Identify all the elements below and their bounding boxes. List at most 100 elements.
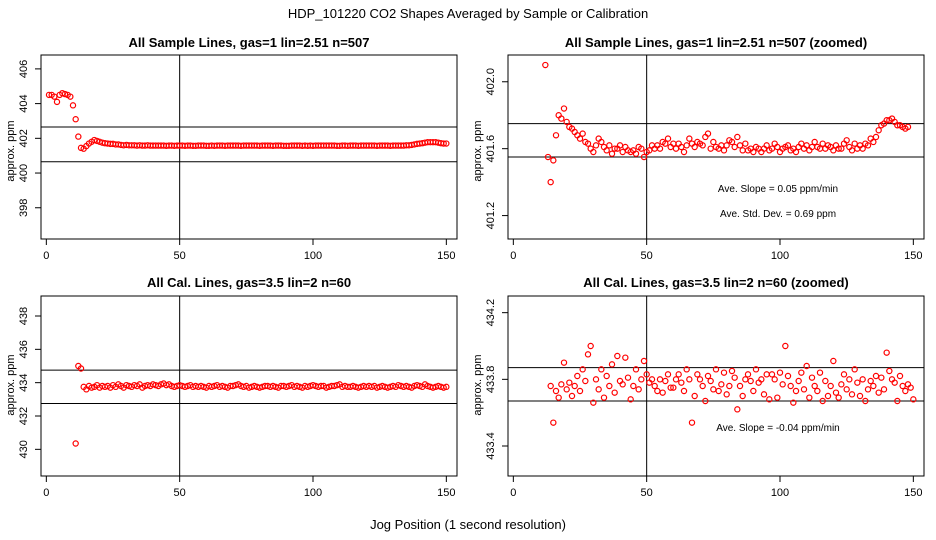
data-point xyxy=(880,386,888,393)
data-point xyxy=(678,143,685,151)
data-point xyxy=(835,145,842,152)
data-point xyxy=(848,147,856,154)
data-point xyxy=(731,374,738,381)
data-point xyxy=(590,399,597,406)
data-point xyxy=(638,145,645,152)
data-point xyxy=(696,376,704,383)
panel-title: All Sample Lines, gas=1 lin=2.51 n=507 (… xyxy=(565,35,867,50)
data-point xyxy=(630,382,637,390)
data-point xyxy=(742,140,749,147)
data-point xyxy=(619,381,626,388)
data-point xyxy=(872,372,880,380)
data-point xyxy=(579,130,586,137)
x-tick-label: 100 xyxy=(304,487,322,499)
data-point xyxy=(603,372,610,380)
annotation-text: Ave. Slope = -0.04 ppm/min xyxy=(716,423,840,434)
data-point xyxy=(715,387,722,395)
data-point xyxy=(699,142,706,149)
data-point xyxy=(883,349,890,356)
data-point xyxy=(718,381,725,388)
data-point xyxy=(555,394,562,401)
data-point xyxy=(72,116,79,123)
data-point xyxy=(870,382,877,390)
x-tick-label: 100 xyxy=(771,487,789,499)
data-point xyxy=(552,387,560,395)
data-point xyxy=(723,391,730,398)
y-tick-label: 402 xyxy=(18,129,30,147)
data-point xyxy=(627,396,634,403)
data-point xyxy=(784,142,792,149)
data-point xyxy=(734,406,741,413)
data-point xyxy=(886,367,893,375)
x-tick-label: 150 xyxy=(437,250,455,262)
data-point xyxy=(904,123,912,131)
data-point xyxy=(800,386,808,393)
plot-area: 0 50 100 150 401.2 401.6 402.0 Ave. Slope = 0.0… xyxy=(485,54,925,262)
data-point xyxy=(571,382,578,390)
x-tick-label: 0 xyxy=(510,250,516,262)
data-point xyxy=(768,145,776,152)
data-point xyxy=(896,372,904,380)
data-point xyxy=(720,369,728,376)
data-point xyxy=(870,138,877,146)
x-tick-label: 50 xyxy=(174,250,186,262)
data-point xyxy=(819,140,826,147)
data-point xyxy=(614,352,621,360)
data-point xyxy=(579,366,586,373)
data-point xyxy=(787,382,794,390)
data-point xyxy=(830,147,837,154)
panel-title: All Cal. Lines, gas=3.5 lin=2 n=60 (zoom… xyxy=(583,275,849,290)
data-point xyxy=(552,132,560,139)
data-point xyxy=(67,93,74,100)
data-point xyxy=(584,351,592,358)
data-point xyxy=(736,142,744,149)
data-point xyxy=(768,371,776,378)
x-tick-label: 0 xyxy=(510,487,516,499)
data-point xyxy=(547,178,554,186)
data-point xyxy=(707,377,714,385)
data-point xyxy=(640,153,648,161)
data-point xyxy=(731,143,738,151)
data-point xyxy=(592,142,600,149)
data-point xyxy=(560,105,568,112)
data-point xyxy=(784,372,792,380)
data-point xyxy=(723,142,730,149)
data-point xyxy=(827,382,834,390)
y-tick-label: 401.6 xyxy=(485,135,497,163)
data-point xyxy=(720,147,728,154)
data-point xyxy=(563,118,570,126)
data-point xyxy=(45,91,53,99)
data-point xyxy=(902,387,909,395)
data-point xyxy=(758,376,765,383)
y-tick-label: 400 xyxy=(18,164,30,182)
panel-title: All Cal. Lines, gas=3.5 lin=2 n=60 xyxy=(147,275,351,290)
data-point xyxy=(566,379,573,386)
data-point xyxy=(830,357,837,365)
data-point xyxy=(688,419,696,426)
data-point xyxy=(576,387,584,395)
data-point xyxy=(894,397,901,405)
data-point xyxy=(739,392,746,400)
data-point xyxy=(587,342,594,350)
data-point xyxy=(608,150,616,157)
data-point xyxy=(875,389,882,396)
y-tick-label: 434 xyxy=(18,373,30,391)
data-point xyxy=(774,143,781,151)
data-point xyxy=(712,366,720,373)
data-point xyxy=(859,145,866,152)
plot-area: 0 50 100 150 433.4 433.8 434.2 Ave. Slope = -0.… xyxy=(485,295,925,499)
data-point xyxy=(317,382,325,390)
data-point xyxy=(664,135,672,142)
data-point xyxy=(686,376,693,383)
data-point xyxy=(819,397,826,405)
data-point xyxy=(611,145,618,152)
data-point xyxy=(699,382,706,390)
data-point xyxy=(550,157,557,164)
data-point xyxy=(558,381,565,388)
data-point xyxy=(864,142,872,149)
data-point xyxy=(816,369,824,376)
data-point xyxy=(811,382,818,390)
y-tick-label: 402.0 xyxy=(485,68,497,96)
data-point xyxy=(774,394,781,401)
data-point xyxy=(795,377,802,385)
